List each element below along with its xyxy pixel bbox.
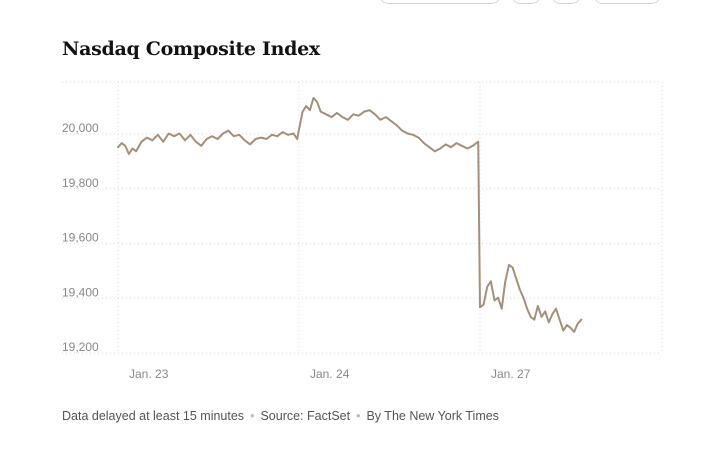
series-layer (117, 96, 583, 333)
grid (62, 81, 663, 354)
axes: 20,000 19,800 19,600 19,400 19,200 Jan. 23 Jan… (62, 121, 531, 381)
chart-footer: Data delayed at least 15 minutes • Source:… (62, 409, 499, 423)
x-tick-label: Jan. 24 (310, 367, 350, 381)
x-tick-label: Jan. 23 (129, 367, 169, 381)
separator-dot: • (250, 409, 255, 423)
x-tick-label: Jan. 27 (491, 367, 531, 381)
byline: By The New York Times (366, 409, 499, 423)
y-tick-label: 19,400 (62, 285, 99, 299)
chart-title: Nasdaq Composite Index (62, 38, 320, 60)
delay-note: Data delayed at least 15 minutes (62, 409, 245, 423)
y-tick-label: 19,200 (62, 340, 99, 354)
separator-dot: • (356, 409, 361, 423)
y-tick-label: 19,600 (62, 231, 99, 245)
top-controls (0, 0, 713, 6)
source-credit: Source: FactSet (260, 409, 351, 423)
series-line (117, 96, 583, 333)
y-tick-label: 20,000 (62, 121, 99, 135)
y-tick-label: 19,800 (62, 176, 99, 190)
